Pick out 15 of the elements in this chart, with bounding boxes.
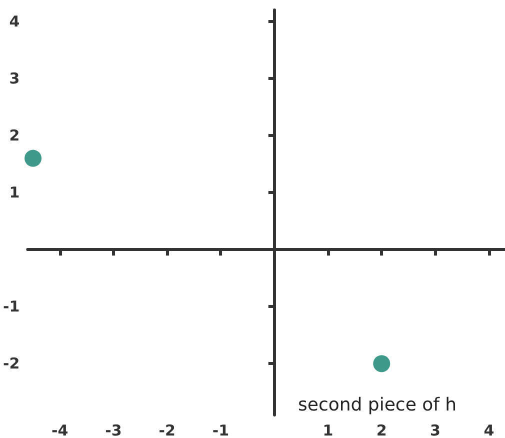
x-tick-label: 3	[430, 422, 440, 438]
y-tick-label: -2	[2, 354, 20, 373]
x-tick-label: -3	[105, 422, 122, 438]
y-tick-label: 2	[9, 126, 20, 144]
annotation: second piece of h	[298, 394, 457, 416]
y-tick-label: 3	[9, 69, 20, 88]
y-tick-label: -1	[2, 298, 20, 316]
y-tick-label: 4	[9, 12, 20, 30]
x-tick-label: 2	[376, 422, 387, 438]
x-tick-label: -2	[158, 422, 176, 438]
x-tick-label: 1	[322, 422, 334, 438]
x-tick-label: -1	[212, 422, 230, 438]
y-tick-label: 1	[9, 184, 20, 202]
x-tick-label: 4	[484, 422, 494, 438]
x-tick-label: -4	[52, 422, 68, 438]
